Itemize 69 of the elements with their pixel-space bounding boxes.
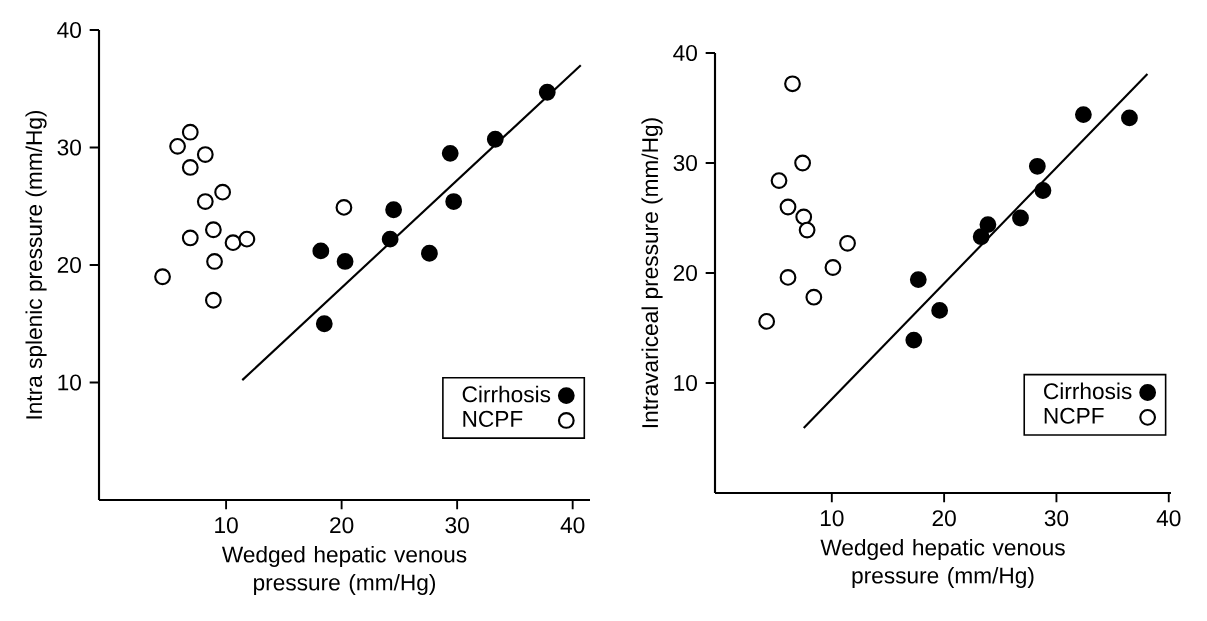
point [181, 159, 199, 176]
point [486, 130, 504, 148]
y-tick-label: 40 [673, 44, 697, 62]
x-axis-title: Wedged hepatic venous pressure (mm/Hg) [221, 545, 467, 596]
point [224, 234, 242, 252]
y-tick-label: 20 [57, 256, 81, 274]
point [315, 315, 333, 333]
y-tick-label: 10 [58, 374, 81, 391]
point [335, 199, 353, 216]
point [972, 228, 990, 246]
point [909, 271, 927, 288]
legend-label: NCPF [463, 410, 523, 427]
point [839, 234, 856, 252]
x-tick-label: 30 [445, 517, 469, 534]
y-axis-title: Intra splenic pressure (mm/Hg) [25, 110, 47, 419]
point [538, 83, 556, 101]
point [905, 331, 923, 349]
point [1034, 182, 1052, 199]
point [336, 253, 354, 270]
point [779, 268, 797, 286]
point [204, 291, 222, 309]
legend-label: Cirrhosis [462, 385, 551, 403]
x-tick-label: 10 [215, 517, 238, 534]
x-tick-label: 30 [1044, 510, 1069, 527]
point [445, 193, 463, 210]
x-axis-title: Wedged hepatic venous pressure (mm/Hg) [820, 538, 1065, 589]
x-tick-label: 40 [560, 517, 585, 534]
y-tick-label: 20 [673, 264, 697, 282]
point [1028, 157, 1046, 175]
legend-label: NCPF [1044, 407, 1104, 424]
y-tick-label: 30 [673, 154, 697, 172]
x-tick-label: 10 [820, 510, 844, 527]
point [441, 144, 459, 162]
point [1012, 209, 1029, 227]
point [381, 230, 399, 248]
point [181, 123, 199, 141]
point [979, 216, 997, 233]
point [238, 230, 256, 248]
legend-label: Cirrhosis [1044, 382, 1132, 400]
point [798, 221, 816, 239]
point [421, 244, 438, 262]
y-tick-label: 10 [674, 374, 697, 392]
x-tick-label: 20 [330, 517, 354, 534]
point [196, 193, 214, 210]
point [169, 137, 186, 155]
point [1074, 106, 1092, 123]
point [784, 75, 801, 93]
point [758, 312, 776, 330]
point [795, 208, 813, 226]
y-tick-label: 40 [57, 21, 81, 39]
point [204, 221, 222, 239]
point [770, 172, 788, 189]
point [779, 198, 797, 216]
point [154, 268, 171, 286]
point [805, 288, 823, 306]
point [214, 183, 232, 201]
point [181, 229, 199, 247]
point [794, 154, 812, 172]
point [385, 201, 403, 219]
point [931, 301, 949, 319]
point [312, 242, 330, 260]
point [196, 146, 214, 163]
x-tick-label: 20 [932, 510, 956, 527]
y-axis-title: Intravariceal pressure (mm/Hg) [641, 118, 663, 428]
y-tick-label: 30 [57, 139, 81, 156]
point [1121, 109, 1138, 127]
x-tick-label: 40 [1156, 510, 1181, 527]
point [824, 259, 842, 276]
point [206, 253, 223, 270]
